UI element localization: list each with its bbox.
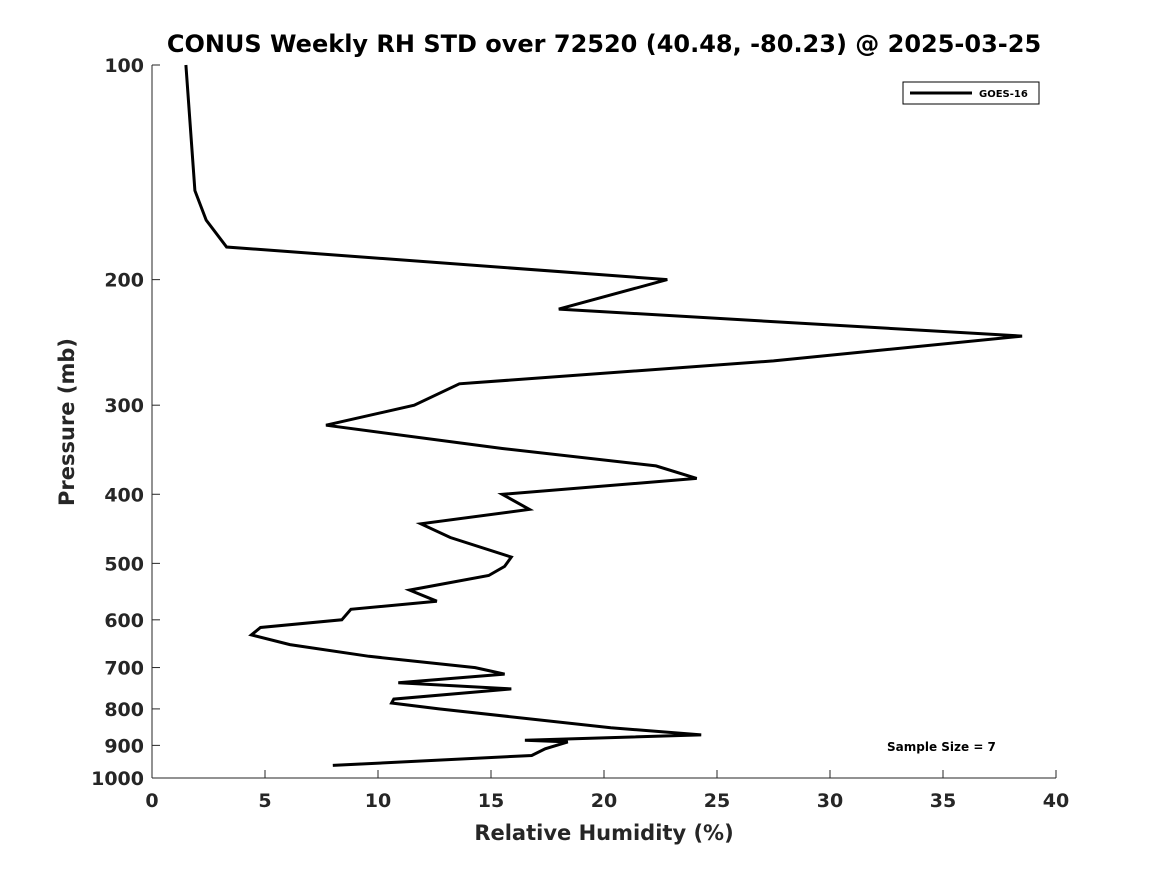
y-tick-label-300: 300 [104, 395, 144, 417]
x-tick-label-20: 20 [591, 790, 617, 812]
y-tick-label-100: 100 [104, 55, 144, 77]
y-tick-label-600: 600 [104, 610, 144, 632]
x-axis-label: Relative Humidity (%) [474, 821, 733, 845]
y-axis-label: Pressure (mb) [55, 338, 79, 506]
y-tick-label-900: 900 [104, 735, 144, 757]
x-tick-label-15: 15 [478, 790, 504, 812]
sample-size-annotation: Sample Size = 7 [887, 740, 996, 754]
x-tick-label-10: 10 [365, 790, 391, 812]
y-tick-label-500: 500 [104, 553, 144, 575]
y-tick-label-700: 700 [104, 658, 144, 680]
y-tick-label-200: 200 [104, 270, 144, 292]
x-tick-label-5: 5 [258, 790, 271, 812]
plot-axes: 0 5 10 15 20 25 30 35 40 100 200 300 400 500 600 700 800… [91, 55, 1069, 812]
legend: GOES-16 [902, 81, 1040, 105]
x-tick-label-35: 35 [930, 790, 956, 812]
y-tick-label-800: 800 [104, 699, 144, 721]
x-tick-label-30: 30 [817, 790, 843, 812]
y-tick-label-400: 400 [104, 484, 144, 506]
series-layer [184, 64, 1023, 767]
y-tick-label-1000: 1000 [91, 768, 144, 790]
x-tick-label-25: 25 [704, 790, 730, 812]
legend-label-goes-16: GOES-16 [979, 89, 1028, 100]
x-tick-label-40: 40 [1043, 790, 1069, 812]
chart-title: CONUS Weekly RH STD over 72520 (40.48, -… [167, 30, 1041, 58]
series-line-goes-16 [184, 64, 1023, 767]
x-tick-label-0: 0 [145, 790, 158, 812]
